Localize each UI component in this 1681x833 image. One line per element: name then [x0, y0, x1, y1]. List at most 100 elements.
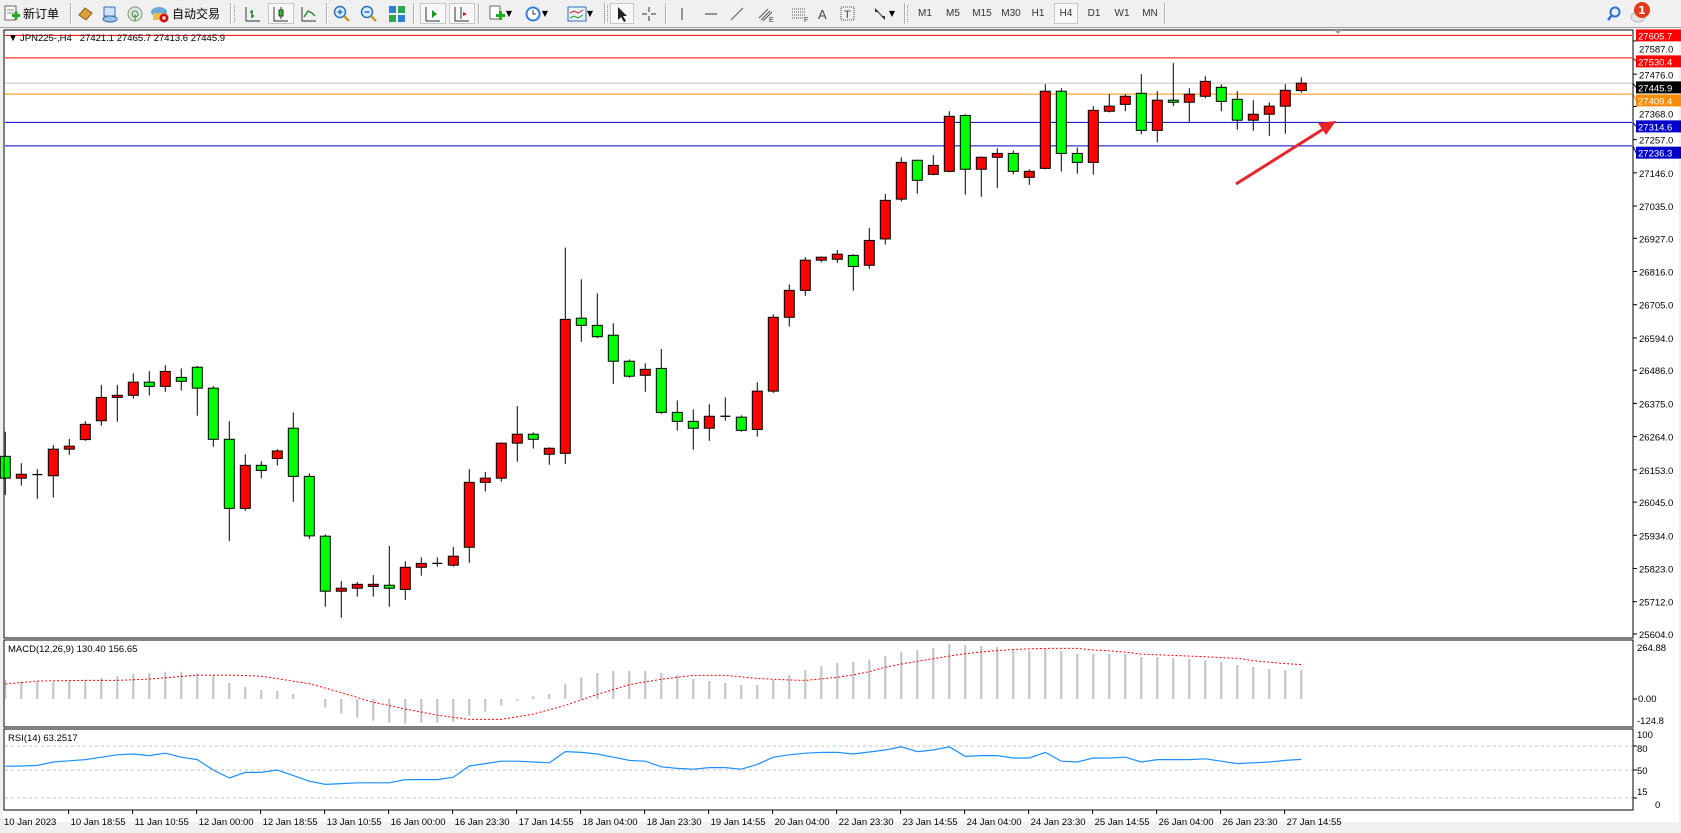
price-tick-label: 26816.0: [1639, 268, 1673, 279]
price-tick-label: 27368.0: [1639, 109, 1673, 120]
candle: [847, 254, 859, 291]
candle: [575, 279, 587, 342]
candle: [991, 148, 1003, 188]
horizontal-line-button[interactable]: [700, 3, 722, 24]
price-level-tag: [1636, 81, 1681, 94]
timeframe-m5[interactable]: M5: [946, 8, 960, 19]
candle: [0, 431, 11, 495]
symbol-header: JPN225-,H4 27421.1 27465.7 27413.6 27445.…: [20, 33, 225, 44]
candle: [815, 256, 827, 263]
price-tick-label: 27257.0: [1639, 136, 1673, 147]
line-chart-button[interactable]: [298, 3, 320, 24]
candle-body: [1071, 152, 1083, 163]
text-label-button[interactable]: T: [837, 3, 859, 24]
candle: [559, 247, 571, 464]
macd-panel: [3, 639, 1634, 728]
candle-body: [815, 256, 827, 261]
signals-button[interactable]: [124, 3, 146, 24]
arrows-button[interactable]: ▼: [865, 3, 901, 24]
candle-body: [1295, 82, 1307, 92]
candle-body: [623, 360, 635, 377]
market-watch-button[interactable]: [74, 3, 96, 24]
chart-window[interactable]: 27587.0 27476.0 27368.0 27257.0 27146.0 27035…: [0, 28, 1681, 833]
price-tick-label: 25823.0: [1639, 564, 1673, 575]
candle-body: [399, 566, 411, 590]
candle-body: [1023, 170, 1035, 178]
periods-button[interactable]: ▼: [519, 3, 553, 24]
candle: [463, 469, 475, 563]
timeframe-h1[interactable]: H1: [1031, 8, 1045, 19]
candle: [1007, 150, 1019, 175]
zoom-in-button[interactable]: [331, 3, 353, 24]
timeframe-w1[interactable]: W1: [1114, 8, 1130, 19]
price-tick-label: 26153.0: [1639, 466, 1673, 477]
bar-chart-button[interactable]: [242, 3, 264, 24]
macd-signal-line: [5, 647, 1302, 720]
candle-body: [655, 367, 667, 413]
text-button[interactable]: A: [812, 3, 834, 24]
candle: [175, 368, 187, 391]
candle: [95, 384, 107, 426]
candle: [271, 449, 283, 466]
candle: [1183, 88, 1195, 122]
candle-body: [95, 396, 107, 422]
search-button[interactable]: [1603, 3, 1625, 24]
candle-body: [495, 442, 507, 479]
vertical-line-button[interactable]: [671, 3, 693, 24]
timeframe-m15[interactable]: M15: [972, 8, 992, 19]
candle-body: [335, 587, 347, 592]
symbol-dropdown-icon[interactable]: ▼: [8, 33, 18, 44]
fibonacci-channel-button[interactable]: E: [754, 3, 778, 24]
cursor-button[interactable]: [610, 3, 634, 24]
candle: [159, 365, 171, 392]
indicators-button[interactable]: ▼: [483, 3, 517, 24]
price-tick-label: 27035.0: [1639, 202, 1673, 213]
timeframe-mn[interactable]: MN: [1142, 8, 1158, 19]
crosshair-button[interactable]: [638, 3, 660, 24]
candle-body: [127, 381, 139, 396]
toolbar-grip[interactable]: [907, 5, 910, 22]
candle-body: [895, 161, 907, 200]
new-order-label: 新订单: [23, 7, 60, 21]
separator: [326, 3, 328, 24]
timeframe-m30[interactable]: M30: [1001, 8, 1021, 19]
time-tick-label: 24 Jan 04:00: [967, 817, 1022, 828]
candle-body: [927, 164, 939, 175]
toolbar-grip[interactable]: [234, 5, 237, 22]
candle: [207, 386, 219, 447]
templates-button[interactable]: ▼: [563, 3, 597, 24]
candle: [1231, 91, 1243, 130]
candlestick-chart-icon: [273, 6, 288, 21]
candlestick-chart-button[interactable]: [268, 3, 294, 24]
auto-scroll-button[interactable]: [420, 3, 446, 24]
new-order-button[interactable]: 新订单: [3, 3, 59, 24]
candle: [975, 156, 987, 197]
auto-trading-button[interactable]: 自动交易: [150, 3, 220, 24]
candle-body: [767, 316, 779, 392]
arrow-shaft: [1235, 126, 1326, 186]
price-level-tag: [1636, 55, 1681, 68]
candle: [63, 438, 75, 455]
timeframe-h4[interactable]: H4: [1054, 3, 1078, 24]
candle: [239, 454, 251, 511]
candle-body: [751, 390, 763, 430]
rsi-line: [5, 746, 1302, 786]
chart-shift-button[interactable]: [449, 3, 475, 24]
notification-badge: 1: [1634, 2, 1650, 18]
time-tick-label: 18 Jan 23:30: [647, 817, 702, 828]
tile-windows-button[interactable]: [386, 3, 408, 24]
separator: [230, 3, 232, 24]
separator: [665, 3, 667, 24]
zoom-out-button[interactable]: [358, 3, 380, 24]
chart-shift-marker[interactable]: [1334, 30, 1342, 34]
candle: [1103, 94, 1115, 113]
toolbar-grip[interactable]: [607, 5, 610, 22]
fibonacci-button[interactable]: F: [788, 3, 812, 24]
price-tick-label: 27587.0: [1639, 44, 1673, 55]
red-arrow-annotation[interactable]: [1235, 121, 1336, 186]
data-window-button[interactable]: [99, 3, 121, 24]
timeframe-d1[interactable]: D1: [1087, 8, 1101, 19]
candle-body: [111, 394, 123, 398]
trendline-button[interactable]: [726, 3, 748, 24]
timeframe-m1[interactable]: M1: [918, 8, 932, 19]
